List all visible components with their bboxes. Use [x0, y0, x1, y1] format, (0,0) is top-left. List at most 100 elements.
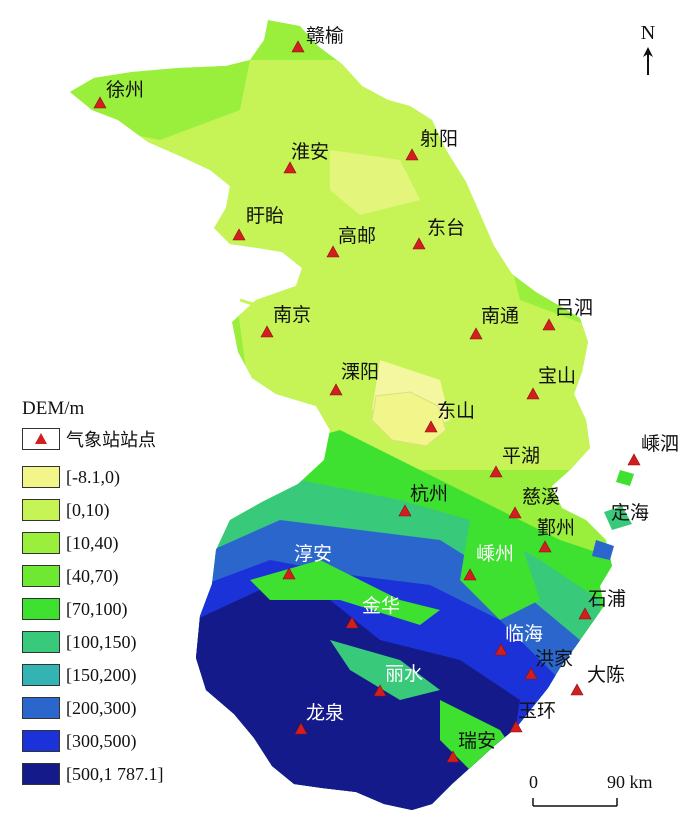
legend-swatch	[22, 466, 60, 488]
xuyi-station-marker	[232, 228, 246, 241]
north-label: N	[640, 22, 656, 44]
dachen-station-marker	[570, 683, 584, 696]
legend-class-row: [10,40)	[22, 530, 119, 556]
huaian-station-marker	[283, 161, 297, 174]
legend-swatch	[22, 631, 60, 653]
legend-swatch	[22, 664, 60, 686]
hongjia-station-marker	[524, 667, 538, 680]
station-label: 临海	[505, 623, 543, 645]
shengzhou-station-marker	[463, 568, 477, 581]
station-label: 平湖	[502, 445, 540, 467]
legend-class-label: [70,100)	[66, 598, 128, 619]
triangle-icon	[35, 433, 47, 444]
legend-class-label: [500,1 787.1]	[66, 763, 164, 784]
legend-station-label: 气象站站点	[66, 430, 156, 450]
station-label: 嵊泗	[641, 433, 679, 455]
legend-swatch	[22, 763, 60, 785]
legend-class-row: [300,500)	[22, 728, 137, 754]
sheyang-station-marker	[405, 148, 419, 161]
baoshan-station-marker	[526, 387, 540, 400]
dongtai-station-marker	[412, 237, 426, 250]
station-label: 鄞州	[537, 517, 575, 539]
north-arrow-icon	[643, 47, 653, 75]
legend-class-label: [200,300)	[66, 697, 137, 718]
legend-class-row: [70,100)	[22, 596, 128, 622]
station-label: 嵊州	[476, 543, 514, 565]
shengsi-station-marker	[627, 453, 641, 466]
scale-bar-line	[532, 798, 618, 807]
longquan-station-marker	[294, 722, 308, 735]
pinghu-station-marker	[489, 465, 503, 478]
legend-class-row: [150,200)	[22, 662, 137, 688]
station-label: 射阳	[420, 128, 458, 150]
hangzhou-station-marker	[398, 504, 412, 517]
legend-title: DEM/m	[22, 398, 85, 419]
legend-class-label: [300,500)	[66, 730, 137, 751]
legend-class-row: [40,70)	[22, 563, 119, 589]
station-label: 石浦	[588, 588, 626, 610]
yuhuan-station-marker	[509, 720, 523, 733]
legend-class-label: [10,40)	[66, 532, 119, 553]
chunan-station-marker	[282, 567, 296, 580]
station-label: 大陈	[587, 664, 625, 686]
station-label: 溧阳	[341, 361, 379, 383]
station-label: 高邮	[338, 225, 376, 247]
station-label: 东台	[427, 217, 465, 239]
legend-swatch	[22, 697, 60, 719]
station-label: 盱眙	[246, 205, 284, 227]
legend-class-label: [150,200)	[66, 664, 137, 685]
station-label: 东山	[437, 400, 475, 422]
legend-swatch	[22, 730, 60, 752]
lishui-station-marker	[373, 684, 387, 697]
legend-class-row: [500,1 787.1]	[22, 761, 164, 787]
north-arrow: N	[633, 22, 663, 81]
station-label: 南京	[273, 304, 311, 326]
legend-class-label: [100,150)	[66, 631, 137, 652]
legend-class-label: [0,10)	[66, 499, 110, 520]
legend-class-label: [-8.1,0)	[66, 466, 120, 487]
legend-class-row: [100,150)	[22, 629, 137, 655]
gaoyou-station-marker	[326, 245, 340, 258]
shipu-station-marker	[578, 607, 592, 620]
station-label: 杭州	[410, 483, 448, 505]
station-label: 吕泗	[555, 297, 593, 319]
station-label: 玉环	[518, 700, 556, 722]
legend-station-swatch	[22, 428, 60, 450]
station-label: 定海	[611, 502, 649, 524]
legend-class-row: [-8.1,0)	[22, 464, 120, 490]
legend-class-label: [40,70)	[66, 565, 119, 586]
lvsi-station-marker	[542, 318, 556, 331]
station-label: 龙泉	[306, 702, 344, 724]
yinzhou-station-marker	[538, 540, 552, 553]
nanjing-station-marker	[260, 325, 274, 338]
station-label: 宝山	[538, 365, 576, 387]
legend-station-row: 气象站站点	[22, 426, 156, 452]
station-label: 南通	[481, 305, 519, 327]
station-label: 徐州	[106, 79, 144, 101]
linhai-station-marker	[494, 643, 508, 656]
station-label: 淳安	[294, 543, 332, 565]
station-label: 瑞安	[458, 730, 496, 752]
nantong-station-marker	[469, 327, 483, 340]
scale-end: 90 km	[607, 772, 653, 792]
legend-swatch	[22, 532, 60, 554]
legend-class-row: [200,300)	[22, 695, 137, 721]
legend-swatch	[22, 499, 60, 521]
station-labels: 赣榆 徐州 射阳 淮安 盱眙 高邮 东台 南京 南通 吕泗 溧阳 宝山 东山 平…	[106, 25, 679, 752]
xuzhou-station-marker	[93, 96, 107, 109]
jinhua-station-marker	[345, 616, 359, 629]
liyang-station-marker	[329, 383, 343, 396]
cixi-station-marker	[508, 506, 522, 519]
station-label: 洪家	[535, 648, 573, 670]
station-label: 丽水	[385, 663, 423, 685]
station-label: 赣榆	[306, 25, 344, 47]
station-label: 金华	[362, 595, 400, 617]
legend-swatch	[22, 565, 60, 587]
ruian-station-marker	[446, 750, 460, 763]
scale-start: 0	[529, 772, 538, 792]
station-label: 慈溪	[522, 486, 560, 508]
ganyu-station-marker	[291, 40, 305, 53]
station-markers	[93, 40, 641, 763]
scale-bar: 0 90 km	[525, 772, 675, 812]
